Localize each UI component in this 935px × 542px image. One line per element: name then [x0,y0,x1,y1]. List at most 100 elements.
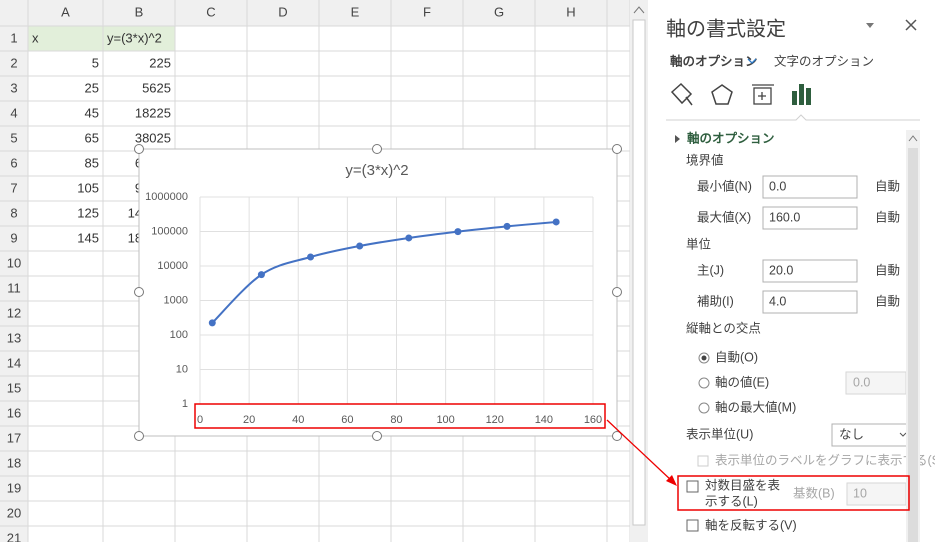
y-tick-label: 1000000 [145,191,188,203]
auto-label[interactable]: 自動 [875,294,900,308]
cell[interactable]: 65 [85,130,99,145]
annotations [194,403,910,511]
resize-handle[interactable] [612,144,622,154]
row-header: 16 [7,405,21,420]
cell[interactable]: 5 [92,55,99,70]
column-header: F [423,4,431,19]
selected-cells [28,26,175,51]
cell[interactable]: 25 [85,80,99,95]
checkbox-label[interactable]: 示する(L) [705,494,758,508]
row-header: 19 [7,480,21,495]
cell[interactable]: 85 [85,155,99,170]
pane-scrollbar[interactable] [906,130,920,542]
cell[interactable]: 145 [77,230,99,245]
auto-label[interactable]: 自動 [875,179,900,193]
highlight-box [194,403,606,429]
y-tick-label: 100 [170,329,188,341]
section-title[interactable]: 軸のオプション [687,130,775,145]
icon-effects[interactable] [711,84,733,105]
checkbox[interactable] [686,519,699,532]
y-tick-label: 10 [176,363,188,375]
data-point [454,228,462,236]
row-header: 6 [10,155,17,170]
resize-handle[interactable] [612,431,622,441]
cell[interactable]: 38025 [135,130,171,145]
cell[interactable]: 125 [77,205,99,220]
row-header-band [0,26,28,542]
input-value[interactable]: 20.0 [769,263,793,277]
radio[interactable] [698,402,710,414]
x-tick-label: 160 [584,414,602,426]
row-header: 18 [7,455,21,470]
pane-close[interactable] [905,19,917,31]
row-header: 3 [10,80,17,95]
x-tick-label: 0 [197,414,203,426]
header-band [0,0,630,26]
input-value: 10 [853,486,867,500]
row-header: 14 [7,355,21,370]
cell[interactable]: 18225 [135,105,171,120]
input[interactable] [762,290,858,314]
field-label: 最大値(X) [697,209,751,224]
cell[interactable]: 5625 [142,80,171,95]
format-pane: 軸の書式設定 軸のオプション 文字のオプション 軸のオプション 境界値 最小値(… [648,0,935,542]
auto-label[interactable]: 自動 [875,210,900,224]
radio-label[interactable]: 軸の値(E) [715,374,769,389]
resize-handle[interactable] [134,287,144,297]
tab[interactable]: 軸のオプション [670,53,758,68]
group-label: 単位 [686,236,711,251]
row-header: 1 [10,30,17,45]
cell[interactable]: 225 [149,55,171,70]
column-header: H [566,4,575,19]
column-header: G [494,4,504,19]
checkbox-label[interactable]: 対数目盛を表 [705,477,781,492]
row-header: 21 [7,530,21,542]
radio-dot [701,355,707,361]
radio-label[interactable]: 自動(O) [715,350,758,364]
select-value[interactable]: なし [839,427,864,441]
arrow [606,419,673,482]
icon-size[interactable] [752,84,774,105]
radio[interactable] [698,377,710,389]
input[interactable] [762,206,858,230]
resize-handle[interactable] [372,431,382,441]
column-header: A [61,4,70,19]
resize-handle[interactable] [134,431,144,441]
cell[interactable]: x [32,30,39,45]
tab[interactable]: 文字のオプション [774,53,874,68]
y-tick-label: 1 [182,398,188,410]
resize-handle[interactable] [134,144,144,154]
checkbox[interactable] [686,480,699,493]
cell[interactable]: 45 [85,105,99,120]
input[interactable] [762,175,858,199]
input-value[interactable]: 4.0 [769,294,786,308]
data-point [503,222,511,230]
cell[interactable]: 105 [77,180,99,195]
checkbox-label[interactable]: 軸を反転する(V) [705,518,797,532]
icon-fill[interactable] [670,82,693,106]
input-value[interactable]: 0.0 [769,179,786,193]
column-header: D [278,4,287,19]
row-header: 13 [7,330,21,345]
icon-axis-options[interactable] [792,84,811,105]
x-tick-label: 120 [486,414,504,426]
tab-chevron[interactable] [747,58,757,64]
arrow-head [666,475,677,486]
input-value[interactable]: 160.0 [769,210,800,224]
data-point [356,242,364,250]
input[interactable] [762,259,858,283]
chart-area [138,148,618,437]
resize-handle[interactable] [612,287,622,297]
x-tick-label: 140 [535,414,553,426]
radio-label[interactable]: 軸の最大値(M) [715,399,796,414]
auto-label[interactable]: 自動 [875,263,900,277]
section-toggle[interactable] [675,135,680,143]
row-header: 8 [10,205,17,220]
cell[interactable]: y=(3*x)^2 [107,30,162,45]
sheet-scrollbar[interactable] [630,0,648,542]
row-header: 10 [7,255,21,270]
row-header: 15 [7,380,21,395]
resize-handle[interactable] [372,144,382,154]
pane-menu[interactable] [866,23,874,28]
x-tick-label: 20 [243,414,255,426]
